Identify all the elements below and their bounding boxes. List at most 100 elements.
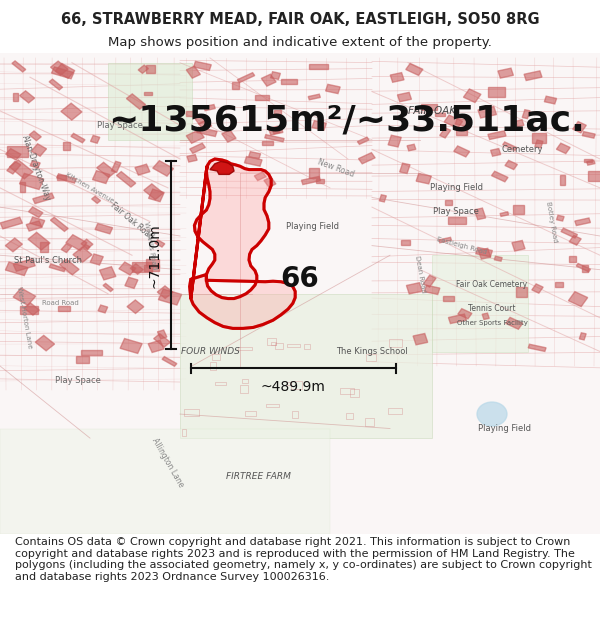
Bar: [186, 111, 194, 116]
Bar: [242, 379, 248, 383]
Bar: [52, 67, 74, 79]
Bar: [187, 154, 197, 162]
Bar: [309, 168, 319, 178]
Bar: [340, 388, 354, 394]
Bar: [132, 262, 152, 272]
Bar: [413, 334, 428, 345]
Bar: [515, 120, 524, 127]
Bar: [309, 64, 328, 69]
Bar: [365, 418, 374, 426]
Bar: [97, 162, 116, 177]
Bar: [232, 82, 239, 89]
Text: ~711.0m: ~711.0m: [148, 223, 162, 288]
Bar: [103, 283, 113, 291]
Text: Playing Field: Playing Field: [478, 424, 530, 433]
Bar: [587, 160, 595, 165]
Bar: [135, 164, 150, 175]
Polygon shape: [108, 62, 192, 140]
Bar: [153, 161, 173, 176]
Bar: [55, 63, 75, 78]
Bar: [76, 356, 89, 364]
Text: Playing Field: Playing Field: [430, 183, 482, 192]
Bar: [582, 132, 595, 138]
Bar: [281, 79, 297, 84]
Bar: [443, 296, 454, 301]
Bar: [271, 341, 275, 345]
Bar: [20, 91, 35, 103]
Bar: [238, 348, 252, 351]
Bar: [532, 133, 545, 143]
Bar: [157, 286, 173, 299]
Polygon shape: [180, 294, 432, 438]
Bar: [556, 143, 570, 154]
Bar: [455, 118, 469, 126]
Bar: [90, 254, 103, 265]
Bar: [92, 196, 101, 203]
Text: West-Horton Lane: West-Horton Lane: [16, 286, 32, 349]
Bar: [143, 92, 152, 95]
Bar: [554, 282, 563, 288]
Bar: [561, 228, 577, 238]
Bar: [522, 110, 530, 119]
Bar: [458, 309, 472, 319]
Bar: [275, 343, 283, 349]
Bar: [120, 339, 142, 354]
Bar: [482, 313, 489, 319]
Bar: [584, 159, 592, 162]
Bar: [500, 212, 509, 216]
Bar: [448, 217, 466, 224]
Bar: [416, 173, 431, 184]
Bar: [144, 184, 163, 199]
Bar: [575, 218, 590, 226]
Bar: [478, 248, 491, 259]
Bar: [30, 161, 40, 168]
Bar: [568, 292, 587, 307]
Bar: [401, 240, 410, 246]
Bar: [7, 146, 28, 157]
Bar: [488, 131, 506, 139]
Bar: [379, 195, 386, 202]
Text: Dean Road: Dean Road: [414, 256, 426, 294]
Text: Eastleigh Road: Eastleigh Road: [436, 236, 488, 255]
Text: FIRTREE FARM: FIRTREE FARM: [226, 472, 290, 481]
Bar: [301, 176, 320, 184]
Bar: [119, 262, 136, 275]
Text: Fair Oak Cemetery: Fair Oak Cemetery: [457, 279, 527, 289]
Text: Tennis Court: Tennis Court: [468, 304, 516, 312]
Bar: [271, 72, 280, 79]
Bar: [436, 112, 445, 116]
Bar: [478, 106, 497, 118]
Bar: [560, 174, 565, 185]
Bar: [197, 127, 217, 136]
Bar: [125, 278, 138, 288]
Bar: [388, 408, 402, 414]
Text: Play Space: Play Space: [433, 208, 479, 216]
Bar: [116, 172, 136, 187]
Bar: [31, 144, 47, 156]
Text: The Kings School: The Kings School: [336, 347, 408, 356]
Text: Road Road: Road Road: [41, 301, 79, 306]
Bar: [0, 217, 22, 229]
Bar: [292, 411, 298, 418]
Bar: [73, 247, 92, 262]
Bar: [556, 215, 564, 221]
Text: 66: 66: [281, 265, 319, 293]
Bar: [92, 171, 110, 184]
Bar: [264, 177, 276, 187]
Bar: [491, 171, 508, 182]
Bar: [569, 236, 581, 245]
Bar: [127, 300, 144, 314]
Bar: [532, 284, 543, 293]
Bar: [439, 238, 451, 242]
Bar: [154, 334, 170, 347]
Text: New Road: New Road: [316, 158, 356, 179]
Bar: [162, 357, 177, 366]
Bar: [346, 412, 353, 419]
Bar: [254, 172, 266, 181]
Bar: [61, 244, 71, 252]
Text: FAIR OAK: FAIR OAK: [408, 106, 456, 116]
Bar: [83, 244, 90, 249]
Text: Botley Road: Botley Road: [545, 201, 559, 242]
Bar: [194, 115, 206, 124]
Bar: [287, 344, 300, 347]
